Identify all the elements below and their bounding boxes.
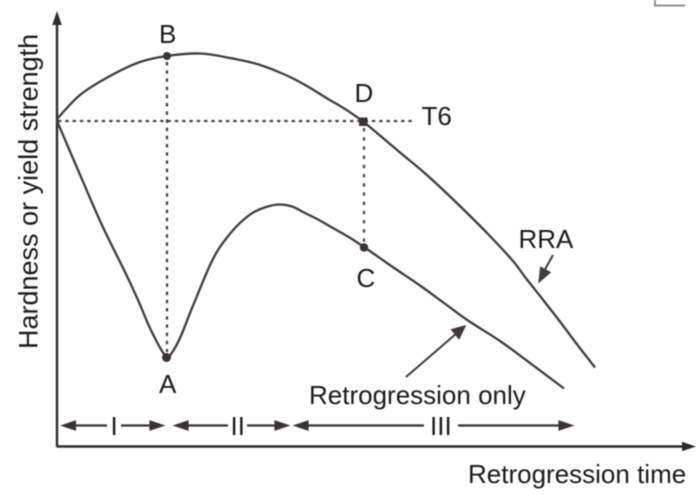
svg-text:C: C [357, 263, 376, 293]
svg-text:Hardness or yield strength: Hardness or yield strength [14, 34, 44, 349]
svg-text:B: B [159, 19, 176, 49]
svg-text:I: I [111, 411, 118, 441]
svg-text:A: A [159, 369, 177, 399]
svg-text:T6: T6 [422, 101, 452, 131]
svg-text:Retrogression time: Retrogression time [468, 459, 686, 489]
svg-text:D: D [355, 78, 374, 108]
svg-text:III: III [430, 411, 452, 441]
svg-text:II: II [231, 411, 245, 441]
svg-text:Retrogression only: Retrogression only [309, 380, 526, 410]
svg-text:RRA: RRA [519, 224, 575, 254]
